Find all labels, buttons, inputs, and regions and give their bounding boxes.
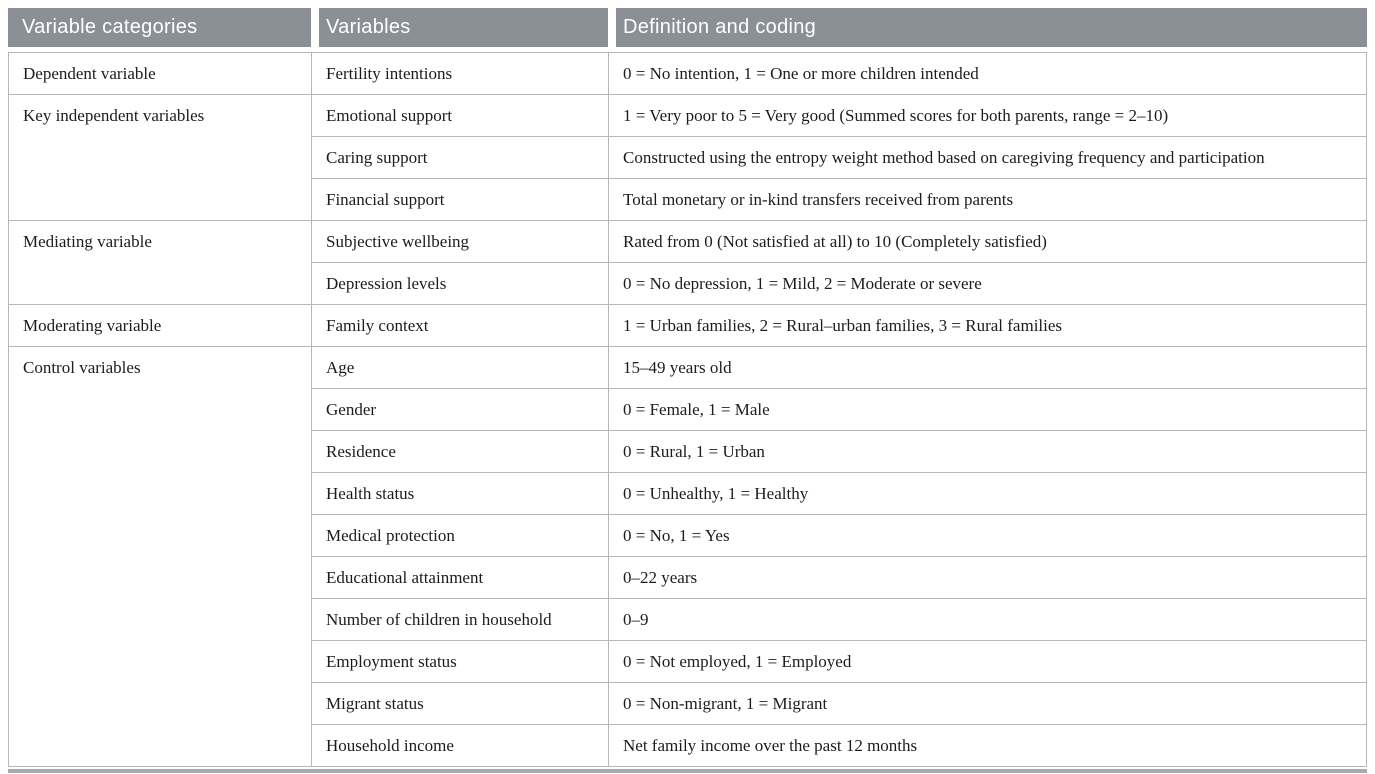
definition-cell: 0 = Non-migrant, 1 = Migrant (608, 683, 1367, 725)
variable-cell: Household income (311, 725, 608, 767)
variable-cell: Residence (311, 431, 608, 473)
definition-cell: 0 = Female, 1 = Male (608, 389, 1367, 431)
variable-cell: Fertility intentions (311, 52, 608, 95)
table-row: Migrant status 0 = Non-migrant, 1 = Migr… (8, 683, 1367, 725)
table-row: Residence 0 = Rural, 1 = Urban (8, 431, 1367, 473)
definition-cell: 0 = No intention, 1 = One or more childr… (608, 52, 1367, 95)
definition-cell: 0 = No depression, 1 = Mild, 2 = Moderat… (608, 263, 1367, 305)
variable-cell: Depression levels (311, 263, 608, 305)
category-cell: Control variables (8, 347, 311, 767)
definition-cell: Net family income over the past 12 month… (608, 725, 1367, 767)
definition-cell: 1 = Very poor to 5 = Very good (Summed s… (608, 95, 1367, 137)
definition-cell: Constructed using the entropy weight met… (608, 137, 1367, 179)
table-row: Household income Net family income over … (8, 725, 1367, 767)
category-cell: Mediating variable (8, 221, 311, 305)
table-bottom-rule (8, 769, 1367, 773)
table-row: Control variables Age 15–49 years old (8, 347, 1367, 767)
definition-cell: 0 = No, 1 = Yes (608, 515, 1367, 557)
table-row: Health status 0 = Unhealthy, 1 = Healthy (8, 473, 1367, 515)
table-row: Gender 0 = Female, 1 = Male (8, 389, 1367, 431)
definition-cell: 0 = Not employed, 1 = Employed (608, 641, 1367, 683)
table-row: Depression levels 0 = No depression, 1 =… (8, 263, 1367, 305)
variable-cell: Emotional support (311, 95, 608, 137)
category-cell: Key independent variables (8, 95, 311, 221)
variable-cell: Age (311, 347, 608, 389)
variable-cell: Caring support (311, 137, 608, 179)
definition-cell: 0 = Rural, 1 = Urban (608, 431, 1367, 473)
definition-cell: 0–9 (608, 599, 1367, 641)
variable-cell: Educational attainment (311, 557, 608, 599)
table-row: Moderating variable Family context 1 = U… (8, 305, 1367, 347)
variable-cell: Gender (311, 389, 608, 431)
table-row: Mediating variable Subjective wellbeing … (8, 221, 1367, 305)
header-row: Variable categories Variables Definition… (8, 8, 1367, 52)
table-row: Caring support Constructed using the ent… (8, 137, 1367, 179)
variables-table: Variable categories Variables Definition… (8, 8, 1367, 767)
definition-cell: 1 = Urban families, 2 = Rural–urban fami… (608, 305, 1367, 347)
table-row: Dependent variable Fertility intentions … (8, 52, 1367, 95)
definition-cell: Total monetary or in-kind transfers rece… (608, 179, 1367, 221)
variable-cell: Migrant status (311, 683, 608, 725)
variable-cell: Employment status (311, 641, 608, 683)
definition-cell: Rated from 0 (Not satisfied at all) to 1… (608, 221, 1367, 263)
category-cell: Moderating variable (8, 305, 311, 347)
definition-cell: 15–49 years old (608, 347, 1367, 389)
variable-cell: Number of children in household (311, 599, 608, 641)
variable-cell: Subjective wellbeing (311, 221, 608, 263)
table-row: Key independent variables Emotional supp… (8, 95, 1367, 221)
variable-cell: Financial support (311, 179, 608, 221)
variable-cell: Medical protection (311, 515, 608, 557)
column-header-variables: Variables (311, 8, 608, 52)
table-row: Number of children in household 0–9 (8, 599, 1367, 641)
definition-cell: 0 = Unhealthy, 1 = Healthy (608, 473, 1367, 515)
column-header-definition-and-coding: Definition and coding (608, 8, 1367, 52)
variable-cell: Health status (311, 473, 608, 515)
table-row: Financial support Total monetary or in-k… (8, 179, 1367, 221)
table-row: Educational attainment 0–22 years (8, 557, 1367, 599)
table-row: Medical protection 0 = No, 1 = Yes (8, 515, 1367, 557)
definition-cell: 0–22 years (608, 557, 1367, 599)
variable-cell: Family context (311, 305, 608, 347)
category-cell: Dependent variable (8, 52, 311, 95)
table-row: Employment status 0 = Not employed, 1 = … (8, 641, 1367, 683)
column-header-variable-categories: Variable categories (8, 8, 311, 52)
